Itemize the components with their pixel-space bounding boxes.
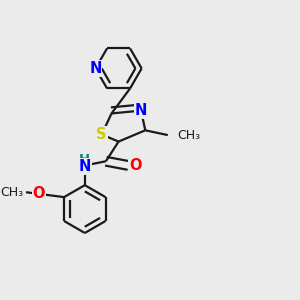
Text: N: N — [89, 61, 102, 76]
Text: CH₃: CH₃ — [0, 186, 23, 199]
Text: O: O — [32, 186, 45, 201]
Text: CH₃: CH₃ — [177, 129, 200, 142]
Text: O: O — [129, 158, 142, 173]
Text: N: N — [135, 103, 147, 118]
Text: N: N — [79, 159, 91, 174]
Text: H: H — [78, 153, 89, 166]
Text: S: S — [96, 127, 107, 142]
